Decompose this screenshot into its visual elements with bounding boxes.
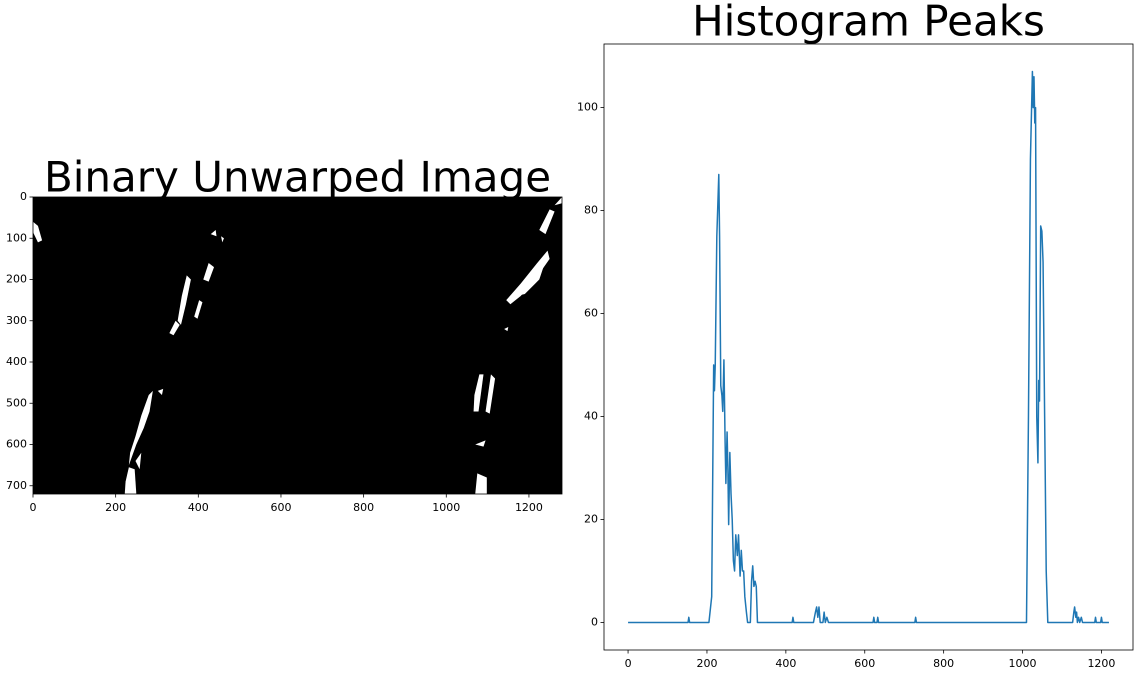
x-tick-label: 400 xyxy=(188,501,209,514)
x-tick-label: 0 xyxy=(30,501,37,514)
y-tick-label: 200 xyxy=(6,273,27,286)
x-tick-label: 800 xyxy=(353,501,374,514)
y-tick-label: 400 xyxy=(6,355,27,368)
y-tick-label: 0 xyxy=(591,615,598,628)
axes-frame xyxy=(32,196,563,495)
chart-title: Binary Unwarped Image xyxy=(44,153,551,202)
x-tick-label: 200 xyxy=(105,501,126,514)
lane-pixels xyxy=(33,197,563,494)
y-tick-label: 60 xyxy=(584,307,598,320)
x-tick-label: 600 xyxy=(270,501,291,514)
y-tick-label: 100 xyxy=(6,231,27,244)
y-tick-label: 20 xyxy=(584,512,598,525)
axes-frame xyxy=(603,43,1134,651)
y-tick-label: 80 xyxy=(584,204,598,217)
histogram-line xyxy=(628,70,1109,624)
y-tick-label: 500 xyxy=(6,396,27,409)
x-tick-label: 1200 xyxy=(515,501,543,514)
chart-title: Histogram Peaks xyxy=(692,0,1045,46)
y-tick-label: 600 xyxy=(6,438,27,451)
x-tick-label: 1000 xyxy=(432,501,460,514)
x-tick-label: 1000 xyxy=(1009,657,1037,670)
y-tick-label: 700 xyxy=(6,479,27,492)
x-tick-label: 0 xyxy=(625,657,632,670)
x-tick-label: 400 xyxy=(775,657,796,670)
y-tick-label: 300 xyxy=(6,314,27,327)
y-tick-label: 100 xyxy=(577,101,598,114)
y-tick-label: 0 xyxy=(20,190,27,203)
binary-image xyxy=(33,197,562,494)
x-tick-label: 200 xyxy=(696,657,717,670)
x-tick-label: 1200 xyxy=(1087,657,1115,670)
x-tick-label: 800 xyxy=(933,657,954,670)
x-tick-label: 600 xyxy=(854,657,875,670)
y-tick-label: 40 xyxy=(584,410,598,423)
